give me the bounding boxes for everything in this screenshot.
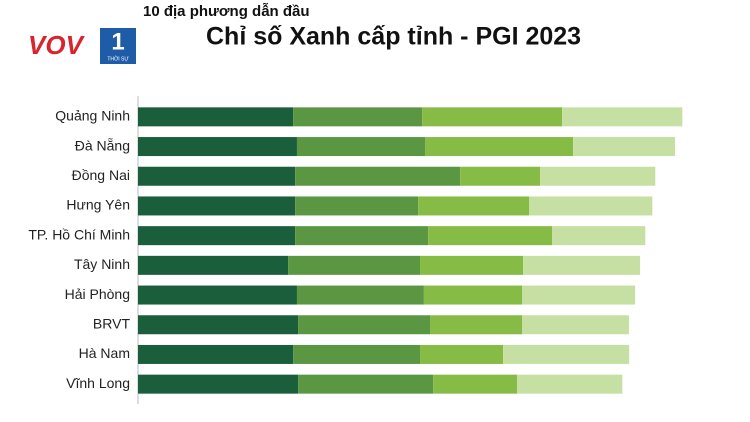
bar-segment bbox=[428, 226, 553, 246]
logo: VOV 1 THỜI SỰ bbox=[28, 28, 136, 64]
bar-segment bbox=[295, 196, 419, 216]
bar-segment bbox=[138, 226, 296, 246]
bar-segment bbox=[138, 285, 297, 305]
bar-segment bbox=[296, 285, 424, 305]
bar-segment bbox=[562, 107, 683, 127]
y-tick-label: Vĩnh Long bbox=[66, 375, 130, 391]
bar-segment bbox=[295, 226, 429, 246]
bar-segment bbox=[138, 374, 299, 394]
y-tick-label: Hưng Yên bbox=[66, 197, 130, 213]
bar-segment bbox=[295, 166, 461, 186]
y-tick-label: Tây Ninh bbox=[74, 256, 130, 272]
bar-segment bbox=[298, 374, 434, 394]
bar-segment bbox=[138, 107, 294, 127]
bar-segment bbox=[138, 196, 296, 216]
bar-segment bbox=[293, 344, 421, 364]
bar-segment bbox=[138, 137, 297, 157]
y-tick-label: Hải Phòng bbox=[65, 286, 130, 302]
logo-box bbox=[100, 28, 136, 64]
bar-segment bbox=[420, 344, 504, 364]
bar-segment bbox=[540, 166, 656, 186]
y-tick-label: Hà Nam bbox=[79, 345, 130, 361]
bar-segment bbox=[288, 255, 421, 275]
logo-sub: THỜI SỰ bbox=[107, 55, 129, 62]
bar-segment bbox=[503, 344, 630, 364]
bar-segment bbox=[552, 226, 646, 246]
y-tick-label: Quảng Ninh bbox=[55, 108, 130, 124]
bar-segment bbox=[573, 137, 676, 157]
bar-segment bbox=[138, 255, 289, 275]
bar-segment bbox=[138, 344, 294, 364]
logo-text: VOV bbox=[28, 30, 86, 60]
y-tick-label: Đồng Nai bbox=[72, 167, 130, 183]
bar-segment bbox=[521, 285, 636, 305]
bar-segment bbox=[138, 166, 296, 186]
bar-segment bbox=[523, 255, 641, 275]
bar-segment bbox=[460, 166, 541, 186]
bar-segment bbox=[296, 137, 426, 157]
bar-segment bbox=[293, 107, 423, 127]
bar-segment bbox=[521, 315, 629, 335]
chart-subtitle: 10 địa phương dẫn đầu bbox=[143, 3, 310, 20]
bar-segment bbox=[298, 315, 431, 335]
bar-segment bbox=[422, 107, 563, 127]
bar-segment bbox=[418, 196, 530, 216]
bar-segment bbox=[529, 196, 653, 216]
bar-segment bbox=[517, 374, 623, 394]
bar-segment bbox=[425, 137, 574, 157]
chart-title: Chỉ số Xanh cấp tỉnh - PGI 2023 bbox=[206, 23, 581, 51]
y-tick-label: TP. Hồ Chí Minh bbox=[28, 226, 130, 242]
logo-mark: 1 bbox=[111, 28, 124, 55]
bar-segment bbox=[423, 285, 522, 305]
y-tick-label: Đà Nẵng bbox=[75, 137, 130, 153]
bar-segment bbox=[430, 315, 522, 335]
bar-segment bbox=[138, 315, 299, 335]
bar-segment bbox=[433, 374, 518, 394]
bar-segment bbox=[420, 255, 524, 275]
y-tick-label: BRVT bbox=[93, 315, 131, 331]
